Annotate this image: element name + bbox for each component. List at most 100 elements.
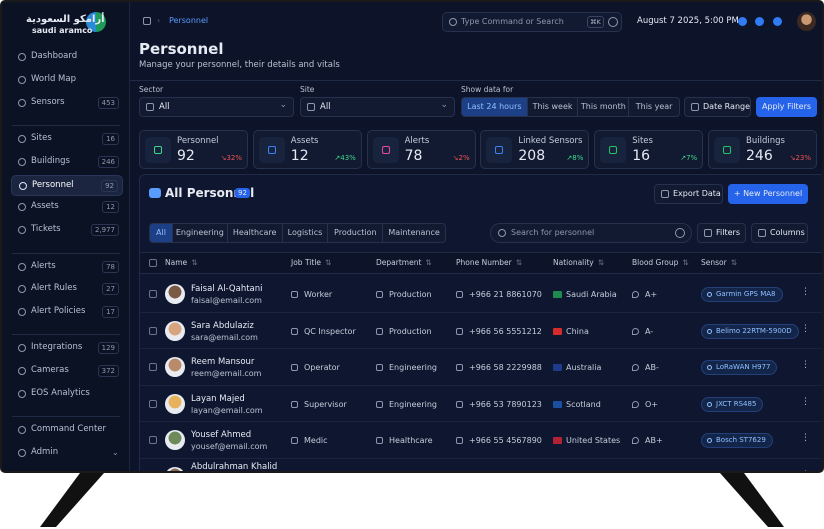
select[interactable]: All ⌄ [139,97,294,117]
sort-icon[interactable]: ⇅ [682,258,689,267]
nav-item[interactable]: Cameras 372 [11,361,123,382]
cell-icon [456,364,463,371]
stat-card: Alerts 78 ↘2% [366,130,476,169]
stat-icon [714,137,740,163]
sensor-badge[interactable]: LoRaWAN H977 [701,360,778,375]
nav-item[interactable]: Command Center [11,420,123,441]
person-email: faisal@email.com [191,296,262,305]
range-button[interactable]: Last 24 hours [462,98,527,116]
nav-label: Sites [31,133,52,143]
table-row[interactable]: Sara Abdulaziz sara@email.com QC Inspector… [140,313,822,349]
nav-item[interactable]: Alert Rules 27 [11,279,123,300]
divider [130,80,822,81]
nav-item[interactable]: Sites 16 [11,129,123,150]
row-menu[interactable]: ⋮ [801,433,810,443]
row-menu[interactable]: ⋮ [801,360,810,370]
sensor-badge[interactable]: Bosch ST7629 [701,433,773,448]
column-header[interactable]: Job Title ⇅ [291,258,332,267]
nav-item[interactable]: Assets 12 [11,197,123,218]
cell-icon [291,364,298,371]
column-header[interactable]: Phone Number ⇅ [456,258,523,267]
row-menu[interactable]: ⋮ [801,323,810,334]
stat-value: 78 [404,148,423,164]
table-row[interactable]: Yousef Ahmed yousef@email.com Medic Healthc… [140,422,822,459]
flag [553,327,562,335]
avatar[interactable] [797,12,816,31]
trend-arrow: ↗ [334,154,341,162]
range-button[interactable]: This week [526,98,578,116]
range-button[interactable]: This month [577,98,628,116]
column-header[interactable]: Name ⇅ [165,258,198,267]
checkbox[interactable] [149,259,157,267]
column-header[interactable]: Sensor ⇅ [701,258,738,267]
range-button[interactable]: This year [628,98,679,116]
row-menu[interactable]: ⋮ [801,470,810,472]
select[interactable]: All ⌄ [300,97,455,117]
checkbox[interactable] [149,473,157,474]
table-row[interactable]: Layan Majed layan@email.com Supervisor Engi… [140,386,822,422]
stat-glyph [381,146,390,154]
nav-item[interactable]: Alert Policies 17 [11,302,123,323]
sensor-dot [707,365,712,370]
tab[interactable]: All [150,224,172,242]
column-header[interactable]: Nationality ⇅ [553,258,605,267]
new-button[interactable]: + New Personnel [728,184,808,204]
nav-item[interactable]: World Map [11,70,123,91]
column-header[interactable]: Department ⇅ [376,258,432,267]
sort-icon[interactable]: ⇅ [425,258,432,267]
nav-item[interactable]: Personnel 92 [11,175,123,196]
sort-icon[interactable]: ⇅ [191,258,198,267]
nav-item[interactable]: EOS Analytics [11,384,123,405]
date-range-button[interactable]: Date Range [684,97,751,117]
tab[interactable]: Healthcare [226,224,282,242]
checkbox[interactable] [149,363,157,371]
nav-item[interactable]: Admin [11,443,123,464]
sort-icon[interactable]: ⇅ [515,258,523,267]
export-button[interactable]: Export Data [654,184,723,204]
checkbox[interactable] [149,399,157,408]
stat-card: Personnel 92 ↘32% [139,130,248,169]
top-icon[interactable] [755,17,764,26]
table-row[interactable]: Reem Mansour reem@email.com Operator Engine… [140,349,822,386]
nav-item[interactable]: Buildings 246 [11,152,123,173]
table-row[interactable]: Faisal Al-Qahtani faisal@email.com Worker P… [140,276,822,313]
checkbox[interactable] [149,290,157,298]
nav-item[interactable]: Dashboard [11,47,123,68]
sort-icon[interactable]: ⇅ [597,258,605,267]
tab[interactable]: Logistics [281,224,328,242]
person-avatar [165,284,185,304]
row-menu[interactable]: ⋮ [801,396,810,407]
breadcrumb[interactable]: Personnel [169,16,209,25]
toolbar-button[interactable]: Filters [697,223,746,243]
stat-icon [600,137,627,163]
nav-item[interactable]: Sensors 453 [11,93,123,114]
sort-icon[interactable]: ⇅ [325,258,332,267]
personnel-search[interactable]: Search for personnel [490,223,692,243]
nav-item[interactable]: Alerts 78 [11,257,123,278]
select-arrow: ⌄ [279,100,287,110]
row-menu[interactable]: ⋮ [801,287,810,297]
cell-icon [376,437,383,444]
help [675,228,685,238]
toolbar-button[interactable]: Columns [751,223,808,243]
sensor-badge[interactable]: Belimo 22RTM-5900D [701,323,799,339]
sensor-badge[interactable]: Garmin GPS MA8 [701,287,783,302]
checkbox[interactable] [149,326,157,335]
sort-icon[interactable]: ⇅ [730,258,738,267]
checkbox[interactable] [149,436,157,444]
table-row[interactable]: Abdulrahman Khalid Line Leader Production M… [140,459,822,474]
sensor-badge[interactable]: JXCT RS485 [701,396,764,412]
stat-icon [372,137,399,163]
apply-button[interactable]: Apply Filters [756,97,817,117]
top-icon[interactable] [738,17,747,26]
nav-item[interactable]: Tickets 2,977 [11,220,123,241]
tab[interactable]: Production [327,224,382,242]
top-icon[interactable] [773,17,782,26]
tab[interactable]: Engineering [171,224,227,242]
tab[interactable]: Maintenance [382,224,445,242]
column-header[interactable]: Blood Group ⇅ [632,258,689,267]
command-search[interactable]: Type Command or Search ⌘K [442,12,622,32]
nav-item[interactable]: Integrations 129 [11,338,123,359]
cell-icon [291,327,298,335]
person-email: reem@email.com [191,369,262,378]
